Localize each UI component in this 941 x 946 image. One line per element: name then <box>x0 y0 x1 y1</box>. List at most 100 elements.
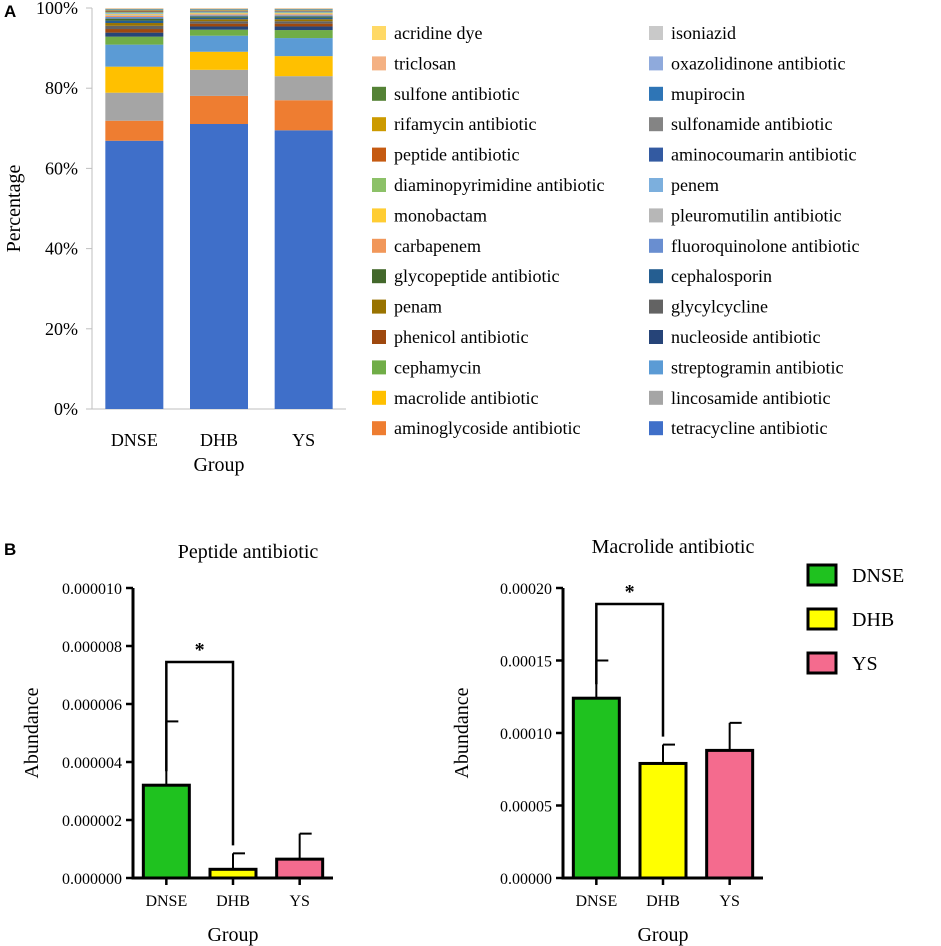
a-legend-swatch-aminoglycoside-antibiotic <box>372 421 386 436</box>
a-bar-seg-dnse-tetracycline-antibiotic <box>105 140 164 409</box>
a-bar-seg-ys-nucleoside-antibiotic <box>274 26 333 31</box>
a-legend-swatch-streptogramin-antibiotic <box>649 360 663 375</box>
a-bar-seg-ys-glycylcycline <box>274 21 333 24</box>
a-ytick-label: 0% <box>54 399 78 419</box>
a-bar-seg-dhb-aminoglycoside-antibiotic <box>190 95 248 125</box>
a-bar-seg-dnse-streptogramin-antibiotic <box>105 44 164 67</box>
a-legend-swatch-sulfonamide-antibiotic <box>649 117 663 132</box>
a-bar-seg-ys-cephamycin <box>274 30 333 39</box>
a-bar-seg-dhb-penem <box>190 12 248 14</box>
a-legend-swatch-pleuromutilin-antibiotic <box>649 208 663 223</box>
a-bar-seg-dhb-fluoroquinolone-antibiotic <box>190 15 248 17</box>
a-bar-seg-dnse-aminoglycoside-antibiotic <box>105 120 164 141</box>
b-legend-label-dnse: DNSE <box>852 565 904 587</box>
a-bar-seg-ys-carbapenem <box>274 14 333 16</box>
a-legend-label-phenicol-antibiotic: phenicol antibiotic <box>394 327 528 347</box>
b2-bar-ys <box>705 748 755 880</box>
a-legend-label-mupirocin: mupirocin <box>671 84 745 104</box>
a-legend-swatch-penam <box>372 299 386 314</box>
b1-bar-dnse <box>141 783 191 880</box>
a-legend-label-diaminopyrimidine-antibiotic: diaminopyrimidine antibiotic <box>394 175 604 195</box>
a-legend-swatch-macrolide-antibiotic <box>372 390 386 405</box>
b1-xtick-label-dnse: DNSE <box>145 893 187 910</box>
b1-xtick-label-dhb: DHB <box>216 893 250 910</box>
a-xtick-label: YS <box>292 430 315 450</box>
a-bar-seg-dhb-nucleoside-antibiotic <box>190 26 248 30</box>
a-bar-seg-ys-pleuromutilin-antibiotic <box>274 13 333 15</box>
a-bar-seg-dnse-cephamycin <box>105 36 164 45</box>
a-bar-seg-ys-glycopeptide-antibiotic <box>274 16 333 18</box>
a-legend-label-lincosamide-antibiotic: lincosamide antibiotic <box>671 388 830 408</box>
a-bar-seg-ys-tetracycline-antibiotic <box>274 130 333 409</box>
b2-ytick-label: 0.00015 <box>500 654 552 671</box>
a-bar-seg-dnse-peptide-antibiotic <box>105 11 164 12</box>
a-legend-label-nucleoside-antibiotic: nucleoside antibiotic <box>671 327 820 347</box>
a-legend-label-triclosan: triclosan <box>394 53 456 73</box>
a-legend-swatch-fluoroquinolone-antibiotic <box>649 238 663 253</box>
a-ytick-label: 40% <box>45 239 78 259</box>
a-ytick-label: 60% <box>45 158 78 178</box>
a-bar-seg-dnse-sulfonamide-antibiotic <box>105 10 164 12</box>
a-bar-seg-dhb-pleuromutilin-antibiotic <box>190 13 248 15</box>
a-legend-label-carbapenem: carbapenem <box>394 236 481 256</box>
a-bar-seg-dhb-aminocoumarin-antibiotic <box>190 11 248 12</box>
a-legend-swatch-tetracycline-antibiotic <box>649 421 663 436</box>
a-legend-swatch-aminocoumarin-antibiotic <box>649 147 663 162</box>
b2-ytick-label: 0.00020 <box>500 581 552 598</box>
a-bar-seg-dhb-glycopeptide-antibiotic <box>190 16 248 18</box>
a-legend-label-isoniazid: isoniazid <box>671 23 736 43</box>
a-bar-seg-dnse-penam <box>105 23 164 26</box>
b1-xtick-label-ys: YS <box>289 893 309 910</box>
a-bar-seg-ys-phenicol-antibiotic <box>274 23 333 27</box>
b1-x-axis-title: Group <box>207 924 258 946</box>
a-bar-seg-ys-cephalosporin <box>274 17 333 20</box>
b1-ytick-label: 0.000010 <box>62 581 122 598</box>
a-legend-swatch-monobactam <box>372 208 386 223</box>
a-bar-seg-dhb-monobactam <box>190 13 248 14</box>
b2-xtick-label-dhb: DHB <box>646 893 680 910</box>
a-legend-label-cephamycin: cephamycin <box>394 357 481 377</box>
a-bar-seg-dhb-phenicol-antibiotic <box>190 23 248 27</box>
a-bar-seg-dhb-carbapenem <box>190 14 248 16</box>
a-legend-swatch-penem <box>649 178 663 192</box>
b1-ytick-label: 0.000000 <box>62 871 122 888</box>
b-legend-swatch-ys <box>806 651 838 675</box>
b2-significance-bracket <box>595 602 665 737</box>
a-xtick-label: DHB <box>200 430 238 450</box>
b2-x-axis-title: Group <box>637 924 688 946</box>
a-bar-seg-dhb-diaminopyrimidine-antibiotic <box>190 11 248 13</box>
b1-ytick-label: 0.000006 <box>62 697 122 714</box>
a-bar-seg-dhb-glycylcycline <box>190 21 248 24</box>
a-legend-label-cephalosporin: cephalosporin <box>671 266 772 286</box>
a-legend-label-peptide-antibiotic: peptide antibiotic <box>394 145 519 165</box>
a-legend-label-sulfonamide-antibiotic: sulfonamide antibiotic <box>671 114 832 134</box>
b2-bar-dhb <box>638 761 688 880</box>
a-legend-swatch-cephalosporin <box>649 269 663 284</box>
a-legend-swatch-diaminopyrimidine-antibiotic <box>372 178 386 192</box>
a-bar-seg-dnse-macrolide-antibiotic <box>105 66 164 93</box>
a-legend-swatch-phenicol-antibiotic <box>372 330 386 344</box>
a-bar-seg-dnse-glycylcycline <box>105 25 164 30</box>
a-legend-swatch-carbapenem <box>372 238 386 253</box>
b2-xtick-label-dnse: DNSE <box>575 893 617 910</box>
a-legend-label-penem: penem <box>671 175 719 195</box>
a-bar-seg-dnse-penem <box>105 13 164 14</box>
a-x-axis-title: Group <box>193 454 244 476</box>
a-legend-label-streptogramin-antibiotic: streptogramin antibiotic <box>671 357 843 377</box>
a-bar-seg-dnse-carbapenem <box>105 15 164 18</box>
b-legend-swatch-dhb <box>806 607 838 631</box>
b1-ytick-label: 0.000008 <box>62 639 122 656</box>
a-legend-label-tetracycline-antibiotic: tetracycline antibiotic <box>671 418 827 438</box>
a-legend-label-penam: penam <box>394 297 442 317</box>
a-legend-swatch-mupirocin <box>649 86 663 101</box>
a-bar-seg-ys-aminocoumarin-antibiotic <box>274 11 333 12</box>
a-bar-seg-dhb-lincosamide-antibiotic <box>190 69 248 96</box>
b1-title: Peptide antibiotic <box>178 541 319 563</box>
panel-b-label: B <box>4 540 17 559</box>
a-bar-seg-dhb-macrolide-antibiotic <box>190 51 248 70</box>
a-legend-label-sulfone-antibiotic: sulfone antibiotic <box>394 84 519 104</box>
a-ytick-label: 80% <box>45 78 78 98</box>
a-bar-seg-dnse-glycopeptide-antibiotic <box>105 18 164 21</box>
b1-y-axis-title: Abundance <box>21 687 43 778</box>
